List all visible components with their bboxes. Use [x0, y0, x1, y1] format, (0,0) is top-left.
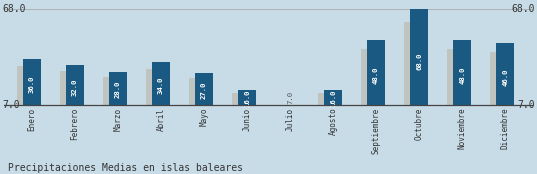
- Bar: [238, 90, 256, 105]
- Bar: [195, 73, 213, 105]
- Bar: [275, 105, 299, 106]
- Bar: [324, 90, 342, 105]
- Bar: [60, 71, 84, 105]
- Bar: [404, 22, 428, 105]
- Text: 27.0: 27.0: [201, 82, 207, 99]
- Bar: [146, 69, 170, 105]
- Bar: [152, 62, 170, 105]
- Bar: [410, 9, 428, 105]
- Bar: [103, 77, 127, 105]
- Text: 48.0: 48.0: [459, 67, 465, 84]
- Text: 7.0: 7.0: [517, 100, 534, 109]
- Bar: [23, 59, 41, 105]
- Text: 16.0: 16.0: [330, 89, 336, 107]
- Text: 28.0: 28.0: [115, 81, 121, 98]
- Bar: [490, 52, 514, 105]
- Text: 48.0: 48.0: [373, 67, 379, 84]
- Text: 68.0: 68.0: [3, 4, 26, 14]
- Bar: [447, 49, 471, 105]
- Text: 32.0: 32.0: [72, 78, 78, 96]
- Bar: [318, 93, 342, 105]
- Bar: [17, 66, 40, 105]
- Bar: [496, 44, 514, 105]
- Text: 7.0: 7.0: [3, 100, 20, 109]
- Text: 16.0: 16.0: [244, 89, 250, 107]
- Bar: [66, 65, 84, 105]
- Text: 34.0: 34.0: [158, 77, 164, 94]
- Bar: [189, 78, 213, 105]
- Bar: [232, 93, 256, 105]
- Bar: [109, 72, 127, 105]
- Text: 36.0: 36.0: [29, 75, 35, 93]
- Text: 68.0: 68.0: [416, 53, 422, 70]
- Bar: [367, 40, 385, 105]
- Bar: [361, 49, 385, 105]
- Text: 68.0: 68.0: [511, 4, 534, 14]
- Bar: [453, 40, 471, 105]
- Text: Precipitaciones Medias en islas baleares: Precipitaciones Medias en islas baleares: [8, 163, 243, 173]
- Text: 7.0: 7.0: [287, 91, 293, 104]
- Text: 46.0: 46.0: [502, 68, 508, 86]
